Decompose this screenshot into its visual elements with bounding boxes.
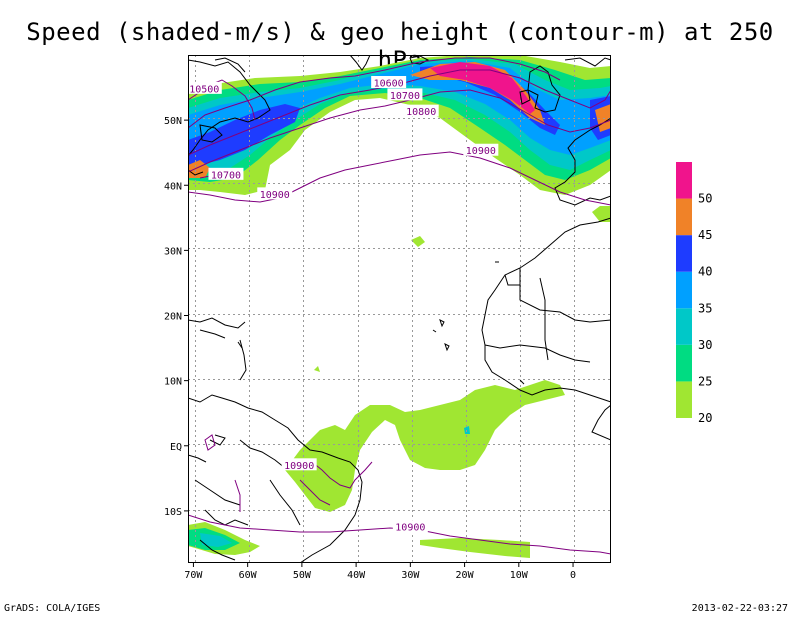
contour-label: 10500 bbox=[189, 84, 219, 95]
contour-label: 10700 bbox=[211, 170, 241, 181]
contour-label-bg bbox=[387, 88, 423, 101]
latitude-ticks: 50N 40N 30N 20N 10N EQ 10S bbox=[164, 116, 188, 518]
colorbar-label: 50 bbox=[698, 192, 712, 206]
lon-tick-label: 70W bbox=[184, 570, 203, 581]
contour-label: 10900 bbox=[395, 523, 425, 534]
contour-label: 10600 bbox=[374, 79, 404, 90]
jet-shade-50 bbox=[430, 62, 535, 114]
colorbar-swatch bbox=[676, 198, 692, 236]
lat-tick-label: 50N bbox=[164, 116, 182, 127]
colorbar-label: 20 bbox=[698, 411, 712, 425]
contour-label-bg bbox=[403, 104, 439, 117]
lat-lon-grid bbox=[188, 55, 611, 563]
contour-10700 bbox=[188, 69, 611, 156]
lat-tick-label: 30N bbox=[164, 246, 182, 257]
contour-10900-eq bbox=[204, 434, 216, 451]
contour-label: 10900 bbox=[466, 146, 496, 157]
colorbar-label: 45 bbox=[698, 228, 712, 242]
lat-tick-label: 10N bbox=[164, 377, 182, 388]
lon-tick-label: 50W bbox=[293, 570, 312, 581]
lon-tick-label: 30W bbox=[401, 570, 420, 581]
contour-label: 10700 bbox=[390, 91, 420, 102]
colorbar-label: 40 bbox=[698, 265, 712, 279]
contour-label-bg bbox=[371, 76, 407, 89]
colorbar-swatch bbox=[676, 271, 692, 309]
contour-label-bg bbox=[281, 458, 317, 471]
lon-tick-label: 10W bbox=[510, 570, 529, 581]
colorbar-swatch bbox=[676, 235, 692, 272]
colorbar-swatch bbox=[676, 381, 692, 418]
wind-speed-shading bbox=[188, 55, 611, 558]
lat-tick-label: EQ bbox=[170, 442, 182, 453]
equatorial-shade-20 bbox=[285, 380, 565, 512]
lat-tick-label: 10S bbox=[164, 507, 182, 518]
lon-tick-label: 0 bbox=[570, 570, 576, 581]
lon-tick-label: 40W bbox=[347, 570, 366, 581]
contour-label: 10900 bbox=[284, 461, 314, 472]
footer-credit: GrADS: COLA/IGES bbox=[4, 603, 101, 614]
lon-tick-label: 60W bbox=[239, 570, 258, 581]
contour-label-bg bbox=[392, 520, 428, 533]
contour-label: 10900 bbox=[260, 190, 290, 201]
contour-label-bg bbox=[208, 167, 244, 180]
footer-timestamp: 2013-02-22-03:27 bbox=[691, 603, 788, 614]
colorbar-label: 35 bbox=[698, 301, 712, 315]
lon-tick-label: 20W bbox=[456, 570, 475, 581]
lat-tick-label: 40N bbox=[164, 181, 182, 192]
longitude-ticks: 70W 60W 50W 40W 30W 20W 10W 0 bbox=[184, 563, 576, 581]
contour-labels: 1050010600107001080010700109001090010900… bbox=[186, 76, 499, 534]
contour-label-bg bbox=[186, 81, 222, 94]
contour-10900 bbox=[188, 151, 611, 206]
colorbar-swatch bbox=[676, 344, 692, 382]
colorbar-swatch bbox=[676, 162, 692, 199]
map-frame bbox=[188, 55, 611, 563]
contour-label-bg bbox=[257, 187, 293, 200]
colorbar-label: 30 bbox=[698, 338, 712, 352]
colorbar-label: 25 bbox=[698, 374, 712, 388]
contour-label-bg bbox=[463, 143, 499, 156]
colorbar-swatch bbox=[676, 308, 692, 345]
contour-10600 bbox=[188, 57, 561, 129]
contour-label: 10800 bbox=[406, 107, 436, 118]
lat-tick-label: 20N bbox=[164, 312, 182, 323]
colorbar: 20 25 30 35 40 45 50 bbox=[676, 162, 712, 425]
map-content bbox=[188, 55, 611, 563]
